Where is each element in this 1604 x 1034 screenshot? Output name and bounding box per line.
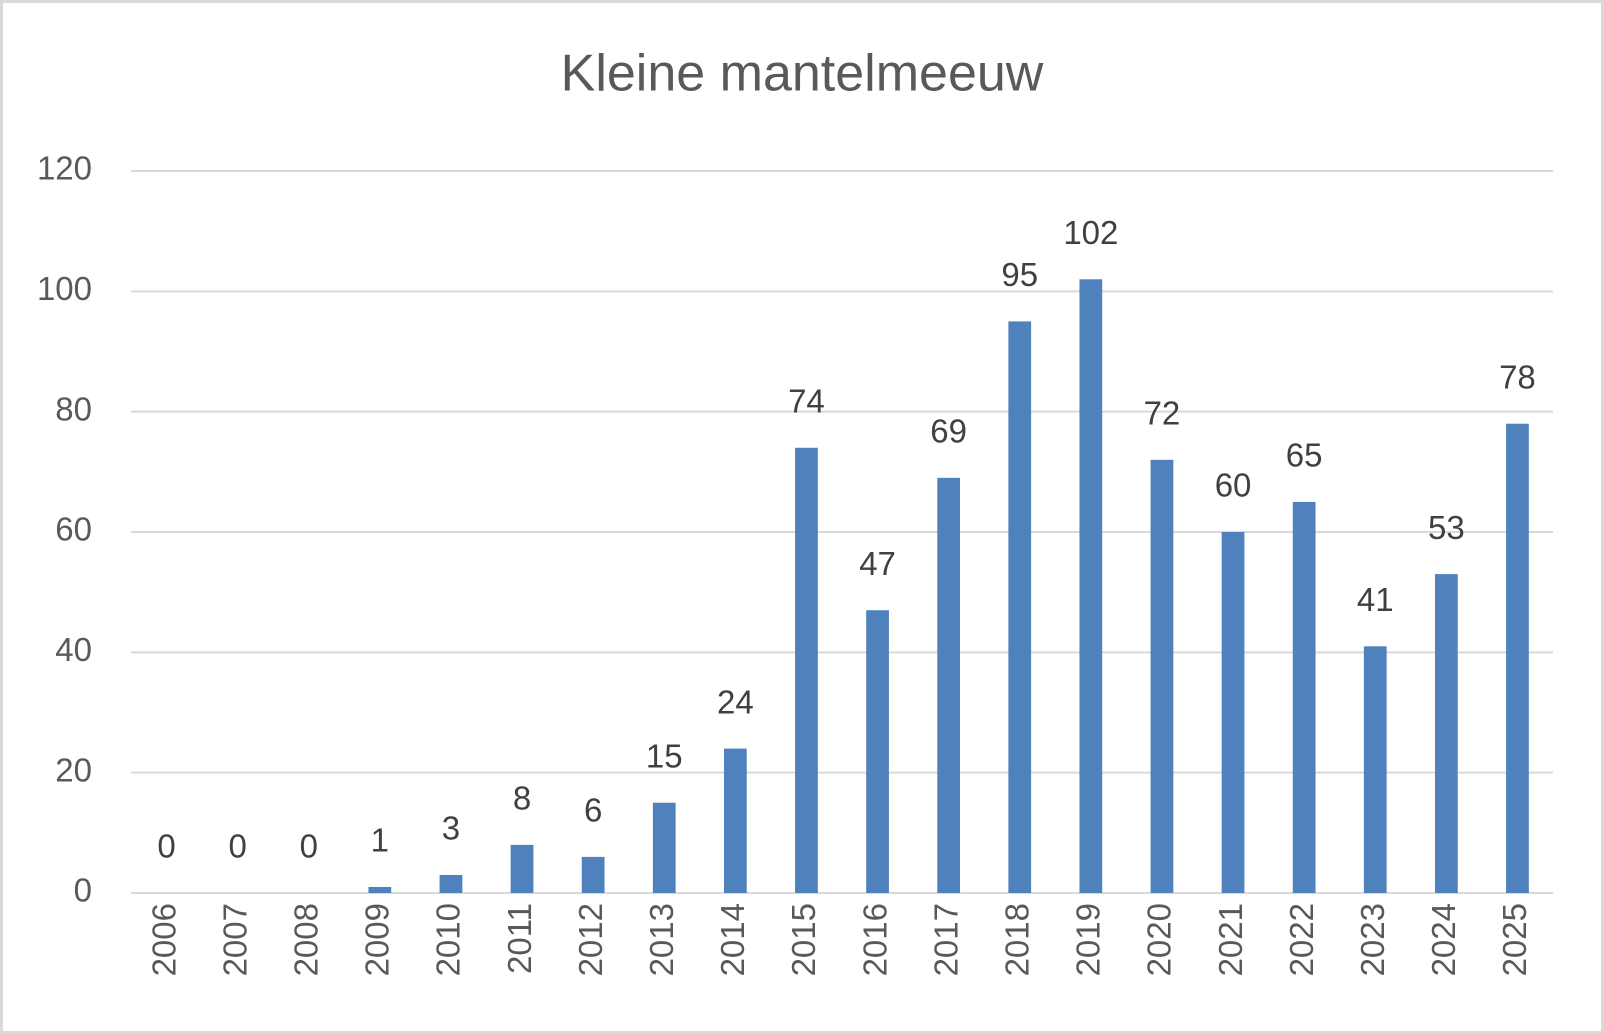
- bar: [1079, 279, 1103, 893]
- bar: [581, 856, 605, 893]
- data-label: 0: [157, 828, 175, 865]
- x-tick-label: 2018: [998, 903, 1035, 976]
- x-tick-label: 2022: [1283, 903, 1320, 976]
- x-tick-label: 2010: [430, 903, 467, 976]
- data-label: 0: [300, 828, 318, 865]
- bar: [1150, 459, 1174, 893]
- bar: [1363, 646, 1387, 893]
- y-tick-label: 0: [74, 872, 92, 909]
- x-tick-label: 2009: [359, 903, 396, 976]
- bar: [1008, 321, 1032, 894]
- data-label: 102: [1063, 214, 1118, 251]
- x-tick-label: 2019: [1070, 903, 1107, 976]
- y-tick-label: 40: [55, 631, 92, 668]
- bar: [1434, 574, 1458, 893]
- data-label: 69: [930, 413, 967, 450]
- y-tick-label: 80: [55, 390, 92, 427]
- data-label: 0: [228, 828, 246, 865]
- y-tick-label: 120: [37, 150, 92, 187]
- x-tick-label: 2023: [1354, 903, 1391, 976]
- chart-title: Kleine mantelmeeuw: [561, 45, 1044, 103]
- bar: [368, 886, 392, 893]
- bar: [1506, 423, 1529, 893]
- data-label: 24: [717, 683, 754, 720]
- x-tick-label: 2015: [785, 903, 822, 976]
- data-label: 8: [513, 780, 531, 817]
- bar: [510, 844, 534, 893]
- x-tick-label: 2013: [643, 903, 680, 976]
- bar: [795, 447, 818, 893]
- x-tick-label: 2017: [927, 903, 964, 976]
- x-tick-label: 2011: [501, 903, 538, 974]
- data-label: 78: [1499, 358, 1536, 395]
- data-label: 15: [646, 737, 683, 774]
- bar: [937, 477, 961, 893]
- x-tick-label: 2021: [1212, 903, 1249, 976]
- data-label: 53: [1428, 509, 1465, 546]
- bar: [866, 610, 889, 893]
- x-tick-label: 2008: [287, 903, 324, 976]
- data-label: 74: [788, 382, 825, 419]
- x-tick-label: 2016: [856, 903, 893, 976]
- data-label: 1: [371, 822, 389, 859]
- bar: [723, 748, 747, 893]
- data-label: 47: [859, 545, 896, 582]
- bar: [1292, 501, 1316, 893]
- data-label: 6: [584, 792, 602, 829]
- data-label: 95: [1001, 256, 1038, 293]
- data-label: 72: [1144, 395, 1181, 432]
- x-tick-label: 2012: [572, 903, 609, 976]
- x-tick-label: 2025: [1496, 903, 1533, 976]
- bar: [439, 874, 463, 893]
- bar: [652, 802, 676, 893]
- x-tick-label: 2020: [1141, 903, 1178, 976]
- x-tick-label: 2014: [714, 903, 751, 976]
- bar: [1221, 532, 1245, 893]
- x-tick-label: 2007: [216, 903, 253, 976]
- y-tick-label: 60: [55, 511, 92, 548]
- x-tick-label: 2006: [145, 903, 182, 976]
- y-tick-label: 20: [55, 751, 92, 788]
- data-label: 3: [442, 810, 460, 847]
- data-label: 41: [1357, 581, 1394, 618]
- data-label: 65: [1286, 437, 1323, 474]
- data-label: 60: [1215, 467, 1252, 504]
- x-tick-label: 2024: [1425, 903, 1462, 976]
- y-tick-label: 100: [37, 270, 92, 307]
